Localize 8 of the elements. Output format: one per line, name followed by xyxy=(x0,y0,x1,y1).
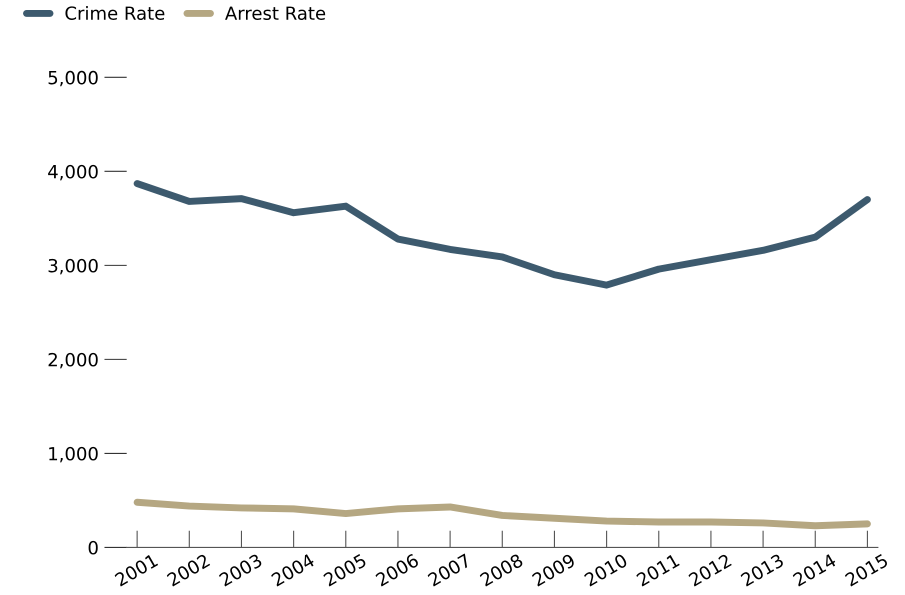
legend-label: Arrest Rate xyxy=(225,6,326,20)
legend-label: Crime Rate xyxy=(65,6,164,20)
y-tick-label: 1,000 xyxy=(49,446,98,462)
y-tick-label: 5,000 xyxy=(48,70,98,86)
y-tick-label: 0 xyxy=(88,540,98,555)
y-tick-label: 2,000 xyxy=(48,352,98,368)
y-tick-label: 4,000 xyxy=(48,164,98,180)
y-tick-label: 3,000 xyxy=(48,258,98,274)
